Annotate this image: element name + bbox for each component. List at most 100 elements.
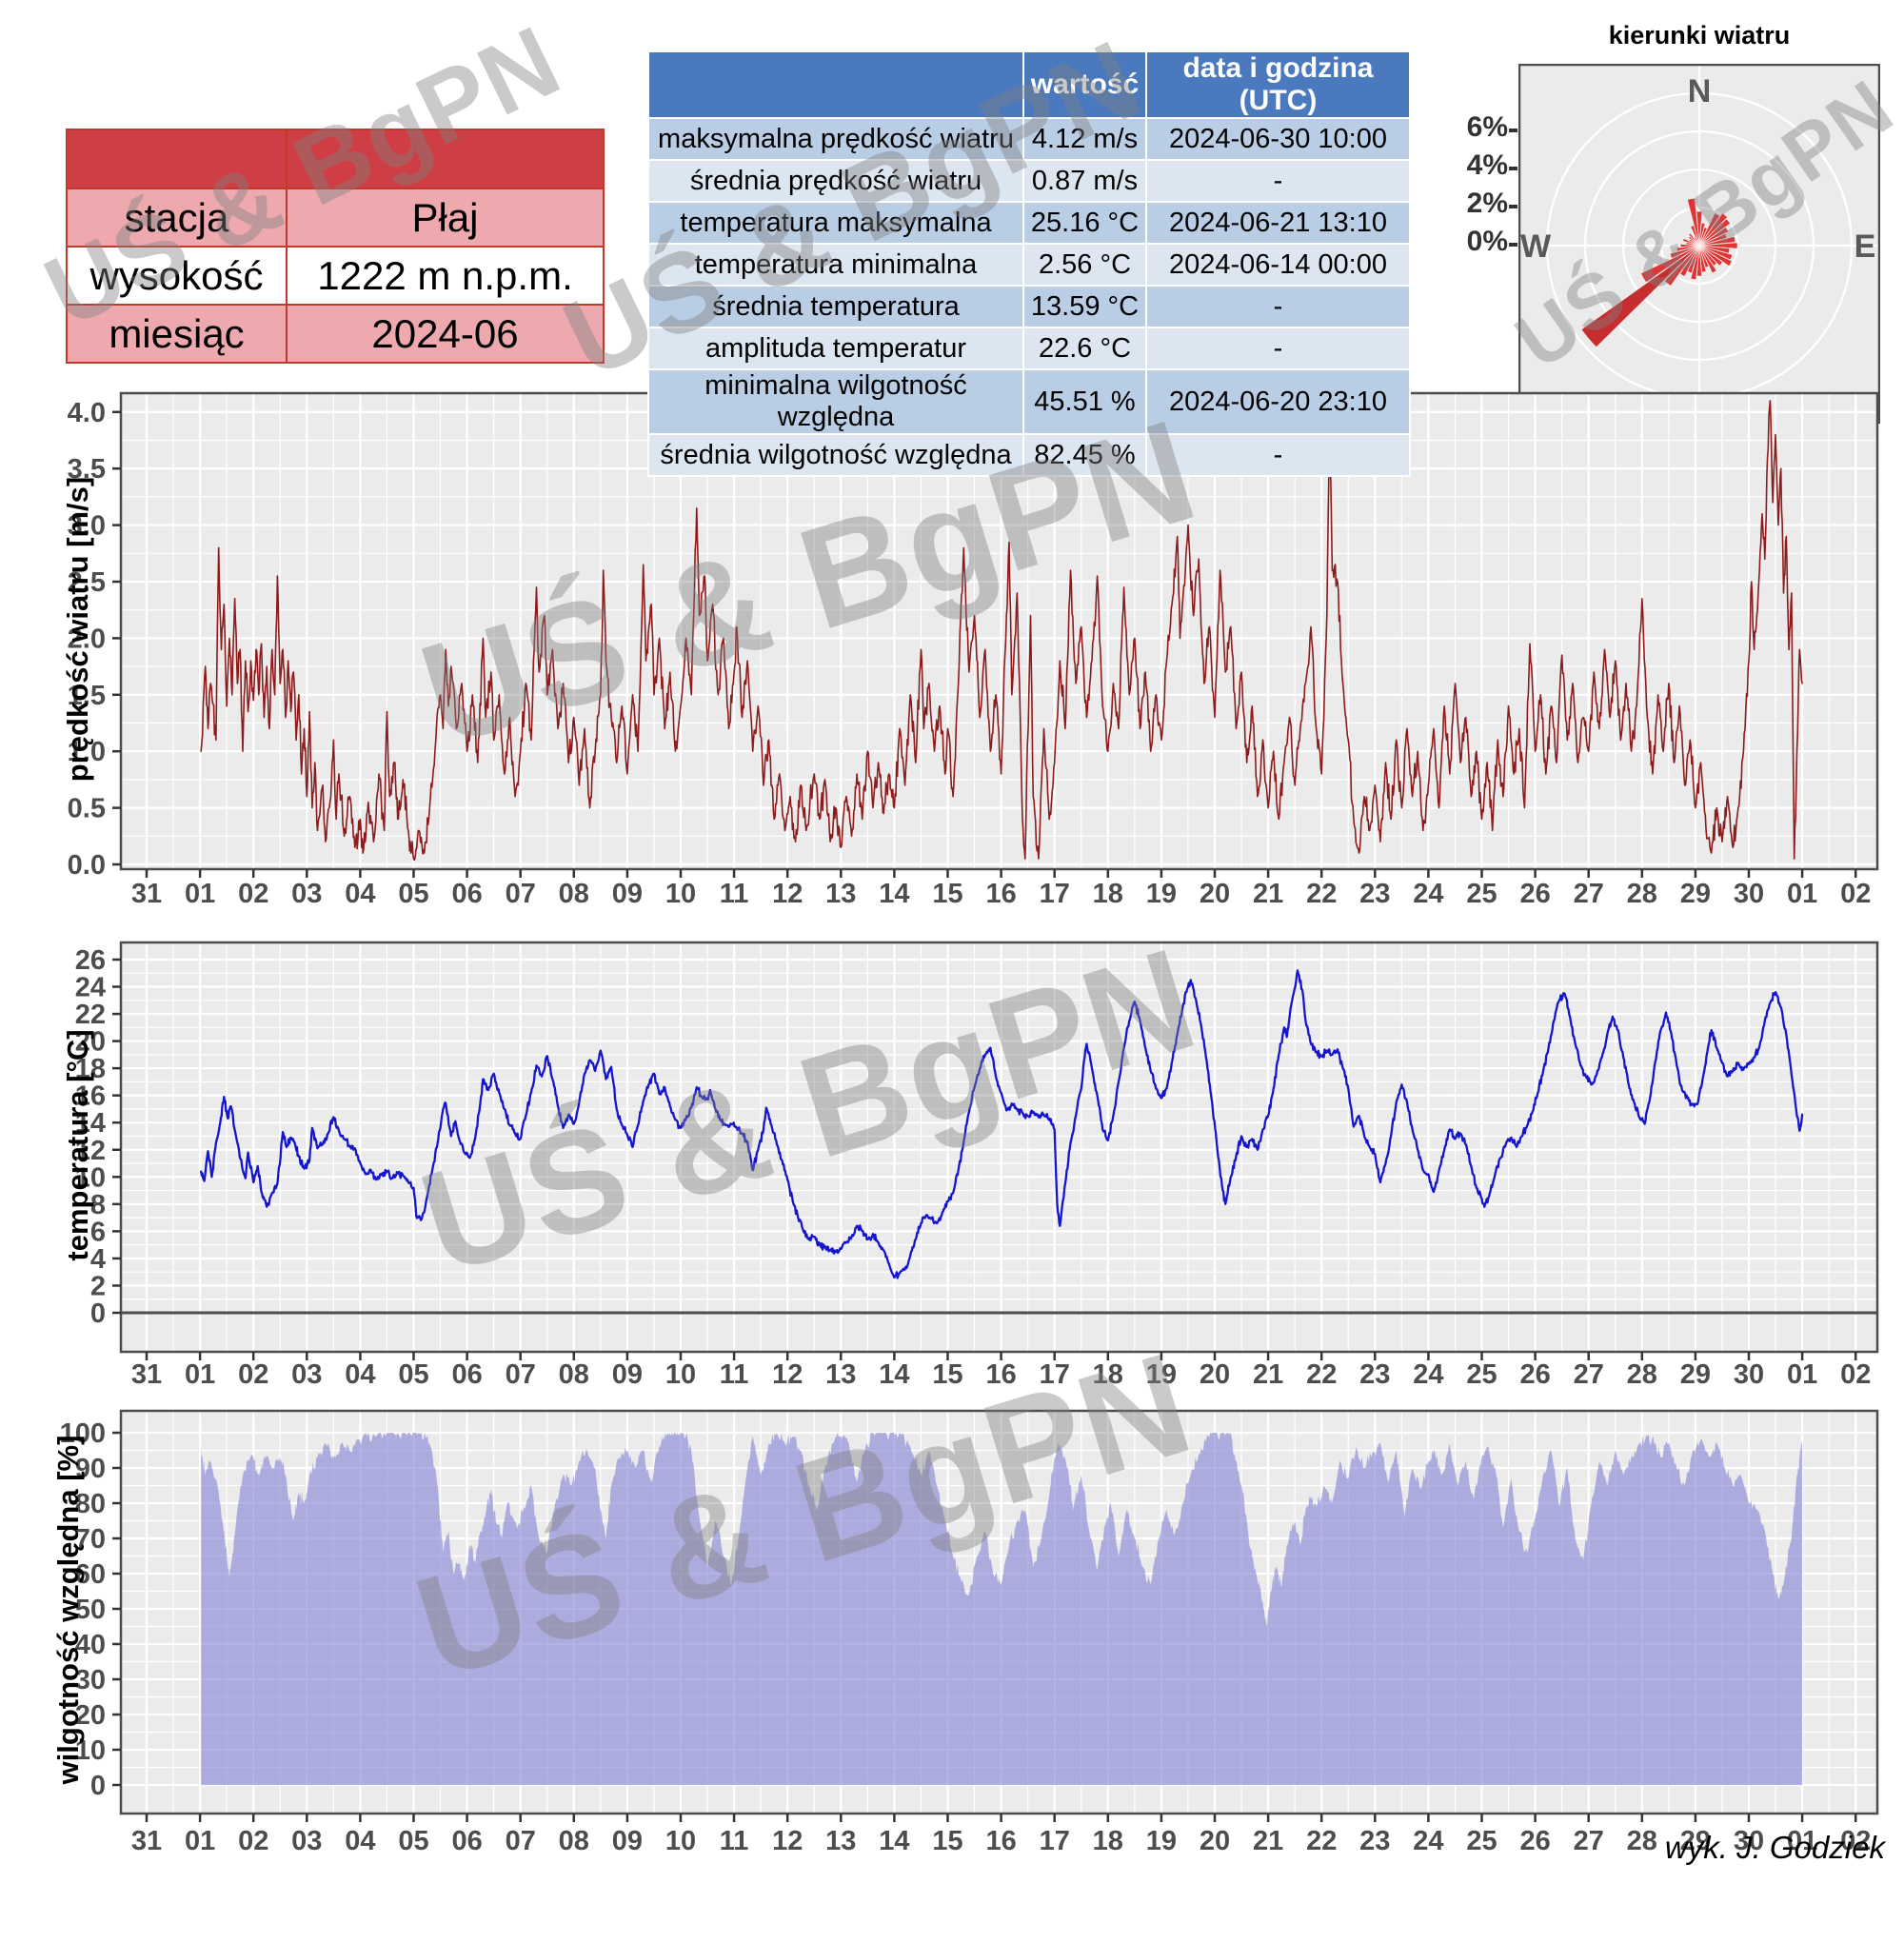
- stats-row: maksymalna prędkość wiatru 4.12 m/s 2024-0…: [647, 117, 1411, 161]
- x-tick-label: 12: [772, 879, 803, 909]
- x-tick-label: 04: [345, 1826, 375, 1856]
- x-tick-label: 27: [1574, 1826, 1604, 1856]
- wind-rose-petal: [1669, 245, 1700, 259]
- y-tick-label: 50: [75, 1595, 106, 1625]
- wind-rose-svg: NESW: [1517, 63, 1881, 425]
- x-tick-label: 01: [185, 1826, 215, 1856]
- station-info-table: stacja Płaj wysokość 1222 m n.p.m. miesiąc 20…: [66, 129, 605, 364]
- stats-row: średnia temperatura 13.59 °C -: [647, 285, 1411, 328]
- temperature-svg: 31 01 02 03 04 05 06 07 08 09 10 11 12 13 14 15 16 17 18 19…: [75, 941, 1879, 1390]
- x-tick-label: 24: [1413, 879, 1443, 909]
- stats-datetime: 2024-06-14 00:00: [1145, 243, 1411, 287]
- station-row-value: Płaj: [286, 188, 605, 248]
- x-tick-label: 09: [612, 879, 643, 909]
- wind-rose-petal: [1696, 245, 1703, 277]
- y-tick-label: 40: [75, 1630, 106, 1660]
- wind-rose-petal: [1679, 243, 1700, 248]
- x-tick-label: 23: [1359, 1826, 1390, 1856]
- x-tick-label: 02: [1840, 1359, 1871, 1390]
- humidity-area: [201, 1433, 1803, 1785]
- y-tick-label: 90: [75, 1454, 106, 1484]
- x-tick-label: 31: [131, 1826, 162, 1856]
- wind-rose-petal: [1663, 245, 1700, 287]
- stats-value: 13.59 °C: [1022, 285, 1147, 328]
- compass-label-N: N: [1688, 73, 1712, 109]
- x-tick-label: 26: [1519, 1359, 1550, 1390]
- x-tick-label: 08: [559, 879, 589, 909]
- station-row-stacja: stacja Płaj: [66, 188, 605, 248]
- y-tick-label: 4.0: [68, 398, 106, 428]
- humidity-chart: 31 01 02 03 04 05 06 07 08 09 10 11 12 13 14 15 16 17 18 19…: [0, 1390, 1904, 1875]
- x-tick-label: 17: [1040, 879, 1070, 909]
- temperature-line: [200, 969, 1804, 1279]
- stats-row: minimalna wilgotność względna 45.51 % 2024…: [647, 368, 1411, 435]
- stats-label: temperatura maksymalna: [647, 201, 1024, 245]
- wind-rose-petal: [1698, 242, 1738, 249]
- x-tick-label: 13: [825, 1359, 856, 1390]
- x-tick-label: 14: [879, 1359, 909, 1390]
- y-tick-label: 2: [90, 1271, 106, 1301]
- rose-tick-mark: [1509, 243, 1517, 247]
- y-tick-label: 14: [75, 1108, 106, 1139]
- x-tick-label: 13: [825, 879, 856, 909]
- stats-column-header: [647, 50, 1024, 119]
- x-tick-label: 30: [1734, 1359, 1764, 1390]
- x-tick-label: 17: [1040, 1359, 1070, 1390]
- x-tick-label: 07: [506, 1826, 536, 1856]
- station-row-miesiąc: miesiąc 2024-06: [66, 304, 605, 364]
- x-tick-label: 19: [1146, 1359, 1177, 1390]
- x-tick-label: 21: [1253, 879, 1283, 909]
- wind-rose-petal: [1698, 218, 1732, 247]
- y-tick-label: 0: [90, 1771, 106, 1801]
- stats-label: średnia wilgotność względna: [647, 433, 1024, 477]
- x-tick-label: 05: [398, 1359, 428, 1390]
- x-tick-label: 27: [1574, 1359, 1604, 1390]
- x-tick-label: 02: [1840, 1826, 1871, 1856]
- wind-rose-petal: [1698, 212, 1729, 247]
- x-tick-label: 21: [1253, 1826, 1283, 1856]
- humidity-svg: 31 01 02 03 04 05 06 07 08 09 10 11 12 13 14 15 16 17 18 19…: [60, 1409, 1879, 1856]
- y-tick-label: 1.0: [68, 737, 106, 767]
- x-tick-label: 16: [985, 879, 1016, 909]
- x-tick-label: 20: [1200, 1359, 1230, 1390]
- y-tick-label: 3.0: [68, 511, 106, 542]
- x-tick-label: 01: [185, 879, 215, 909]
- wind-rose-petal: [1698, 245, 1724, 267]
- stats-value: 22.6 °C: [1022, 327, 1147, 370]
- y-tick-label: 10: [75, 1162, 106, 1193]
- x-tick-label: 29: [1680, 1826, 1711, 1856]
- x-tick-label: 03: [291, 1359, 322, 1390]
- x-tick-label: 16: [985, 1826, 1016, 1856]
- stats-label: minimalna wilgotność względna: [647, 368, 1024, 435]
- x-tick-label: 19: [1146, 1826, 1177, 1856]
- stats-value: 2.56 °C: [1022, 243, 1147, 287]
- wind-rose-petal: [1698, 227, 1730, 247]
- stats-table-header: wartość data i godzina (UTC): [647, 50, 1411, 119]
- wind-rose-petal: [1698, 232, 1728, 247]
- wind-rose-petal: [1698, 212, 1721, 247]
- stats-value: 25.16 °C: [1022, 201, 1147, 245]
- stats-row: średnia wilgotność względna 82.45 % -: [647, 433, 1411, 477]
- stats-value: 45.51 %: [1022, 368, 1147, 435]
- wind-rose-petal: [1640, 245, 1700, 284]
- stats-value: 4.12 m/s: [1022, 117, 1147, 161]
- y-tick-label: 1.5: [68, 681, 106, 711]
- y-tick-label: 0.5: [68, 794, 106, 824]
- stats-row: amplituda temperatur 22.6 °C -: [647, 327, 1411, 370]
- x-tick-label: 22: [1306, 1826, 1337, 1856]
- rose-tick-6pct: 6%: [1466, 111, 1508, 143]
- x-tick-label: 12: [772, 1826, 803, 1856]
- stats-column-header: wartość: [1022, 50, 1147, 119]
- stats-datetime: -: [1145, 327, 1411, 370]
- station-row-value: 2024-06: [286, 304, 605, 364]
- x-tick-label: 18: [1093, 879, 1123, 909]
- station-header-cell: [66, 129, 288, 189]
- wind-rose-petal: [1696, 210, 1703, 247]
- x-tick-label: 01: [1787, 879, 1817, 909]
- author-credit: wyk. J. Godziek: [1664, 1830, 1885, 1865]
- x-tick-label: 30: [1734, 879, 1764, 909]
- compass-label-E: E: [1854, 228, 1876, 265]
- wind-rose-petal: [1698, 245, 1733, 268]
- x-tick-label: 02: [238, 1826, 268, 1856]
- x-tick-label: 09: [612, 1826, 643, 1856]
